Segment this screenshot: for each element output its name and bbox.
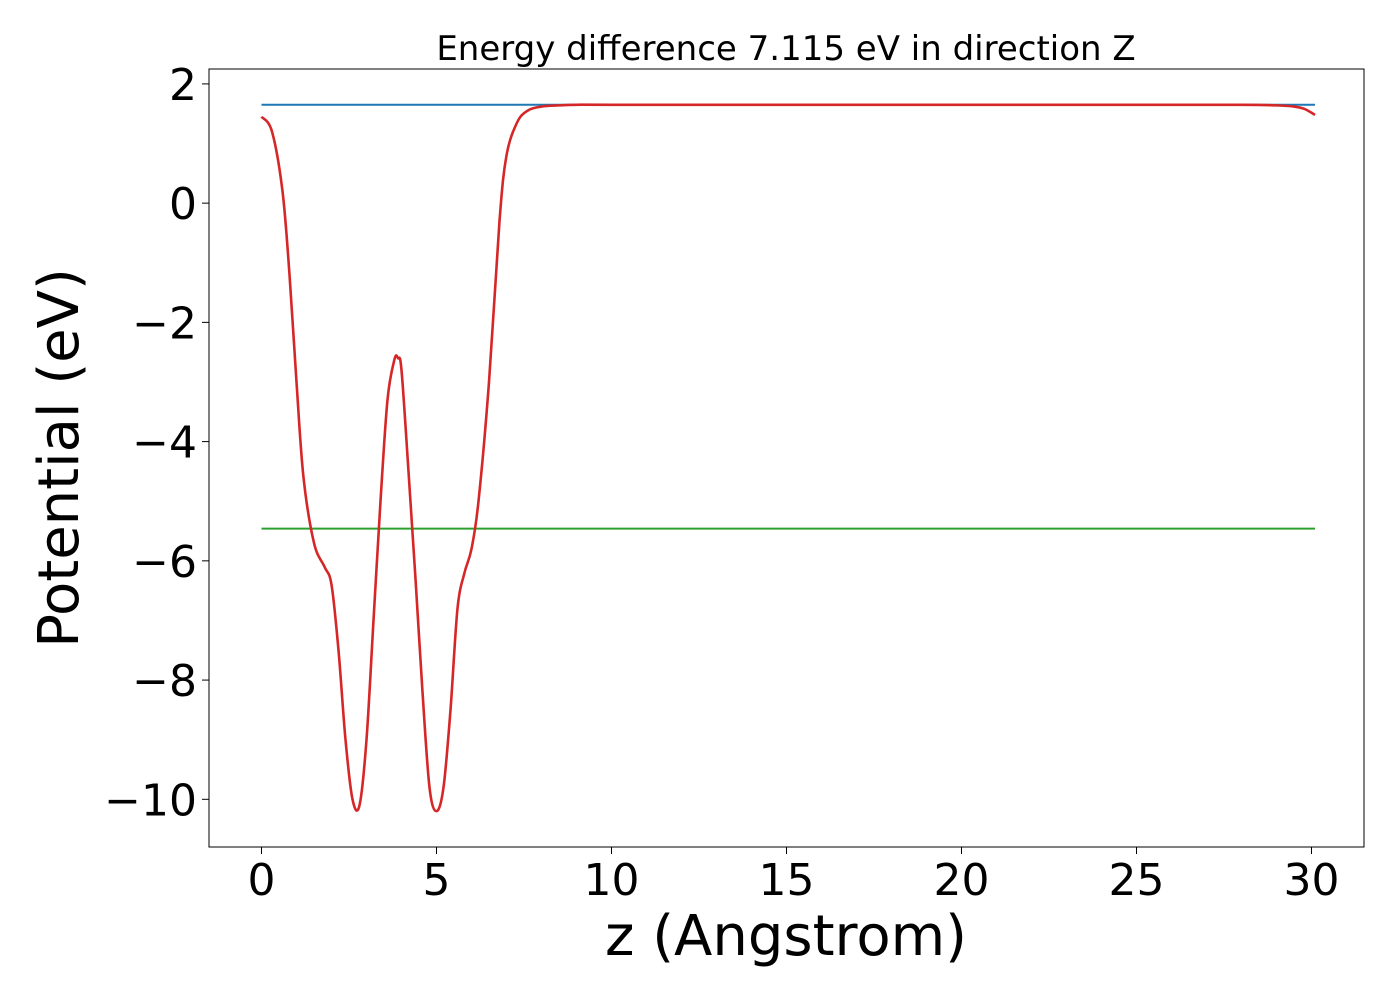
x-tick-label: 0 [248,855,276,906]
x-tick-label: 5 [423,855,451,906]
y-tick-label: −6 [132,537,197,588]
y-axis-label: Potential (eV) [27,268,92,648]
y-tick-label: −10 [104,775,197,826]
y-axis: 2 0 −2 −4 −6 −8 −10 [104,60,209,826]
x-tick-label: 30 [1284,855,1340,906]
y-tick-label: 2 [169,60,197,111]
x-tick-label: 10 [584,855,640,906]
y-tick-label: 0 [169,179,197,230]
y-tick-label: −4 [132,418,197,469]
x-tick-label: 15 [759,855,815,906]
y-tick-label: −2 [132,298,197,349]
x-axis: 0 5 10 15 20 25 30 [248,847,1340,906]
series-line-3 [260,103,1316,813]
x-tick-label: 25 [1109,855,1165,906]
x-tick-label: 20 [934,855,990,906]
x-axis-label: z (Angstrom) [605,904,967,969]
chart-title: Energy difference 7.115 eV in direction … [436,29,1135,69]
plot-area [260,103,1316,813]
y-tick-label: −8 [132,656,197,707]
